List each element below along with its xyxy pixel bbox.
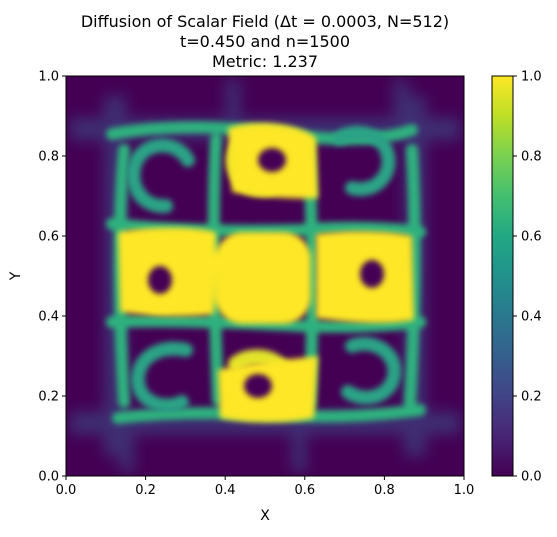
colorbar: 0.0 0.2 0.4 0.6 0.8 1.0 (491, 70, 542, 485)
y-axis-label: Y (8, 271, 24, 281)
y-tick-label: 0.6 (38, 230, 59, 245)
x-axis: 0.0 0.2 0.4 0.6 0.8 1.0 (56, 476, 475, 498)
x-tick-label: 0.2 (135, 483, 156, 498)
colorbar-axis: 0.0 0.2 0.4 0.6 0.8 1.0 (513, 70, 542, 485)
x-tick-label: 1.0 (454, 483, 475, 498)
title-line-1: Diffusion of Scalar Field (Δt = 0.0003, … (81, 12, 449, 31)
colorbar-tick-label: 0.6 (521, 230, 542, 245)
x-tick-label: 0.4 (215, 483, 236, 498)
colorbar-tick-label: 1.0 (521, 70, 542, 85)
x-axis-label: X (260, 508, 270, 524)
heatmap-field (66, 76, 464, 476)
x-tick-label: 0.6 (294, 483, 315, 498)
y-tick-label: 0.2 (38, 390, 59, 405)
field-swirl-eyes (148, 148, 384, 398)
y-tick-label: 0.4 (38, 310, 59, 325)
title-line-2: t=0.450 and n=1500 (180, 32, 350, 51)
chart-title: Diffusion of Scalar Field (Δt = 0.0003, … (81, 12, 449, 71)
y-tick-label: 0.0 (38, 470, 59, 485)
colorbar-tick-label: 0.8 (521, 150, 542, 165)
x-tick-label: 0.8 (374, 483, 395, 498)
y-tick-label: 0.8 (38, 150, 59, 165)
colorbar-gradient (491, 75, 514, 477)
x-tick-label: 0.0 (56, 483, 77, 498)
title-line-3: Metric: 1.237 (212, 52, 318, 71)
colorbar-tick-label: 0.2 (521, 390, 542, 405)
plot-frame (65, 75, 465, 477)
y-axis: 0.0 0.2 0.4 0.6 0.8 1.0 (38, 70, 66, 485)
colorbar-tick-label: 0.4 (521, 310, 542, 325)
colorbar-tick-label: 0.0 (521, 470, 542, 485)
y-tick-label: 1.0 (38, 70, 59, 85)
